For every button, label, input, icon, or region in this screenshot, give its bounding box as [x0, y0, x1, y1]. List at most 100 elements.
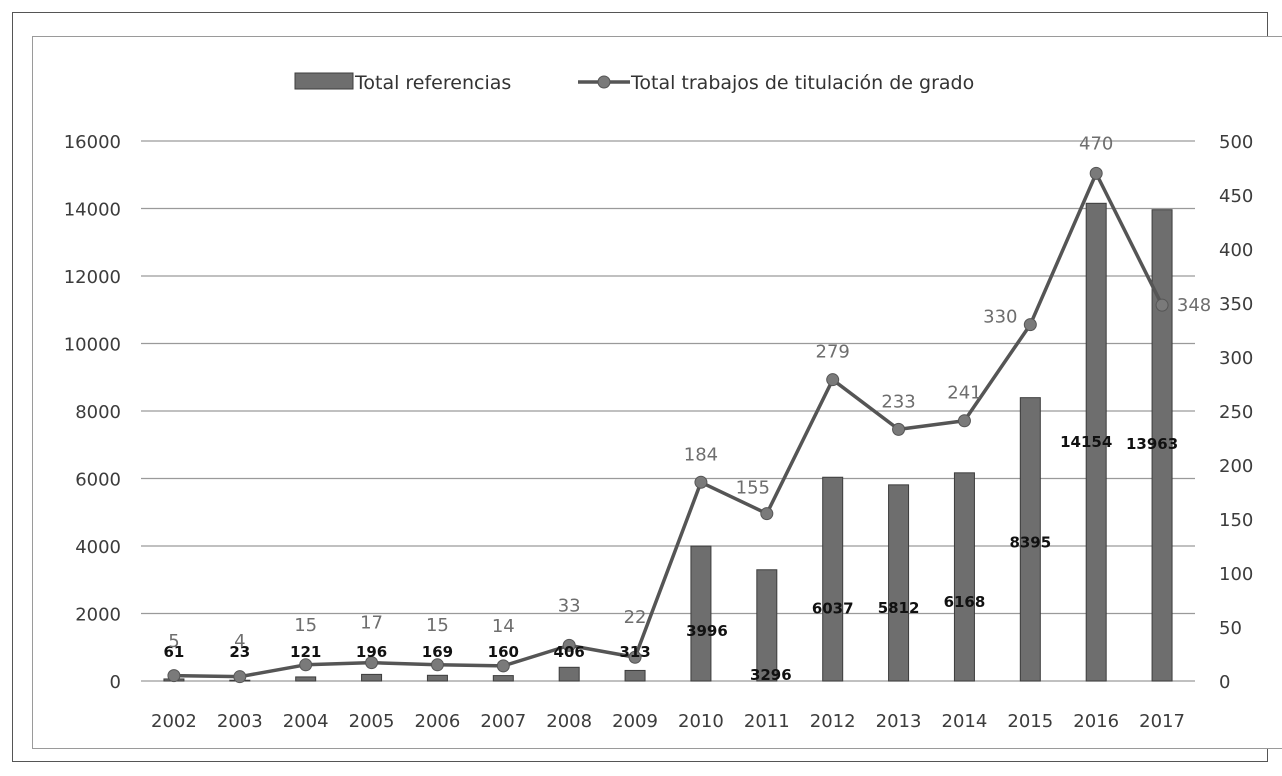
bar-data-label: 6037	[812, 599, 854, 617]
line-data-label: 233	[881, 391, 915, 412]
line-data-label: 279	[816, 342, 850, 363]
series-line	[173, 171, 1164, 679]
bar-data-label: 3296	[750, 666, 792, 684]
line-point	[430, 658, 444, 672]
line-data-label: 184	[684, 444, 718, 465]
bar-data-label: 196	[356, 643, 387, 661]
line-point	[233, 670, 247, 684]
y-right-tick-label: 150	[1219, 510, 1253, 531]
bar	[295, 676, 317, 682]
bar-data-label: 8395	[1009, 534, 1051, 552]
y-left-tick-label: 6000	[75, 470, 121, 491]
line-point	[496, 659, 510, 673]
legend-line-marker	[597, 75, 611, 89]
y-left-tick-label: 12000	[64, 267, 121, 288]
x-tick-label: 2002	[151, 711, 197, 732]
y-right-tick-label: 400	[1219, 240, 1253, 261]
line-point	[760, 507, 774, 521]
y-left-tick-label: 2000	[75, 605, 121, 626]
bar	[822, 476, 844, 682]
combo-chart: 61 23 121 196 169 160 406 313 3996 3296 6037 5812 61…	[64, 72, 1254, 732]
x-tick-label: 2008	[546, 711, 592, 732]
bar	[558, 666, 580, 682]
legend: Total referencias Total trabajos de titul…	[294, 72, 974, 94]
x-tick-label: 2014	[942, 711, 988, 732]
line-point	[826, 373, 840, 387]
line-data-label: 14	[492, 616, 515, 637]
y-left-tick-label: 4000	[75, 537, 121, 558]
y-right-tick-label: 100	[1219, 564, 1253, 585]
y-right-tick-label: 0	[1219, 672, 1230, 693]
bar	[426, 674, 448, 682]
legend-label-line: Total trabajos de titulación de grado	[630, 72, 974, 94]
bar-data-label: 313	[619, 643, 650, 661]
line-data-label: 33	[558, 595, 581, 616]
bar	[1151, 209, 1173, 682]
y-left-tick-label: 16000	[64, 132, 121, 153]
bar-data-label: 6168	[944, 593, 986, 611]
y-left-tick-label: 8000	[75, 402, 121, 423]
line-data-label: 5	[168, 631, 179, 652]
y-right-tick-label: 500	[1219, 132, 1253, 153]
bar-data-label: 13963	[1126, 435, 1178, 453]
x-tick-label: 2003	[217, 711, 263, 732]
line-point	[299, 658, 313, 672]
bar-data-label: 61	[164, 643, 185, 661]
bar-data-label: 3996	[686, 622, 728, 640]
y-right-tick-label: 250	[1219, 402, 1253, 423]
line-data-label: 330	[983, 307, 1017, 328]
bar	[624, 669, 646, 682]
line-data-label: 348	[1177, 295, 1211, 316]
bar	[361, 673, 383, 682]
line-point	[957, 414, 971, 428]
line-point	[167, 669, 181, 683]
line-point	[1155, 298, 1169, 312]
chart-panel: 61 23 121 196 169 160 406 313 3996 3296 6037 5812 61…	[32, 36, 1282, 749]
line-data-label: 17	[360, 613, 383, 634]
line-point	[892, 422, 906, 436]
bar-data-label: 169	[422, 643, 453, 661]
line-point	[628, 650, 642, 664]
bar	[690, 545, 712, 682]
bar-data-label: 121	[290, 643, 321, 661]
line-data-label: 4	[234, 631, 245, 652]
bar-data-label: 160	[488, 643, 519, 661]
y-right-tick-label: 200	[1219, 456, 1253, 477]
legend-label-bars: Total referencias	[354, 72, 511, 94]
line-data-label: 22	[624, 607, 647, 628]
data-labels: 61 23 121 196 169 160 406 313 3996 3296 6037 5812 61…	[164, 133, 1212, 683]
bar-series	[163, 202, 1173, 682]
y-left-tick-label: 0	[110, 672, 121, 693]
x-tick-label: 2004	[283, 711, 329, 732]
line-point	[365, 656, 379, 670]
x-tick-label: 2016	[1073, 711, 1119, 732]
x-tick-label: 2009	[612, 711, 658, 732]
line-data-label: 155	[736, 478, 770, 499]
x-tick-label: 2012	[810, 711, 856, 732]
bar	[953, 472, 975, 682]
bar	[888, 484, 910, 682]
x-tick-label: 2010	[678, 711, 724, 732]
line-series	[167, 166, 1169, 684]
bar	[756, 569, 778, 682]
x-tick-label: 2007	[480, 711, 526, 732]
y-right-tick-label: 450	[1219, 186, 1253, 207]
axes: 0 2000 4000 6000 8000 10000 12000 14000 16000 0 50…	[64, 132, 1254, 732]
line-data-label: 15	[426, 615, 449, 636]
x-tick-label: 2015	[1007, 711, 1053, 732]
legend-bar-swatch	[294, 72, 354, 90]
line-data-label: 470	[1079, 133, 1113, 154]
line-point	[1089, 166, 1103, 180]
x-tick-label: 2017	[1139, 711, 1185, 732]
x-tick-label: 2011	[744, 711, 790, 732]
y-right-tick-label: 350	[1219, 294, 1253, 315]
bar-data-label: 14154	[1060, 433, 1112, 451]
x-tick-label: 2013	[876, 711, 922, 732]
line-point	[694, 475, 708, 489]
x-tick-label: 2006	[415, 711, 461, 732]
line-data-label: 15	[294, 615, 317, 636]
y-right-tick-label: 300	[1219, 348, 1253, 369]
bar-data-label: 5812	[878, 599, 920, 617]
y-left-tick-label: 14000	[64, 200, 121, 221]
bar	[1085, 202, 1107, 682]
